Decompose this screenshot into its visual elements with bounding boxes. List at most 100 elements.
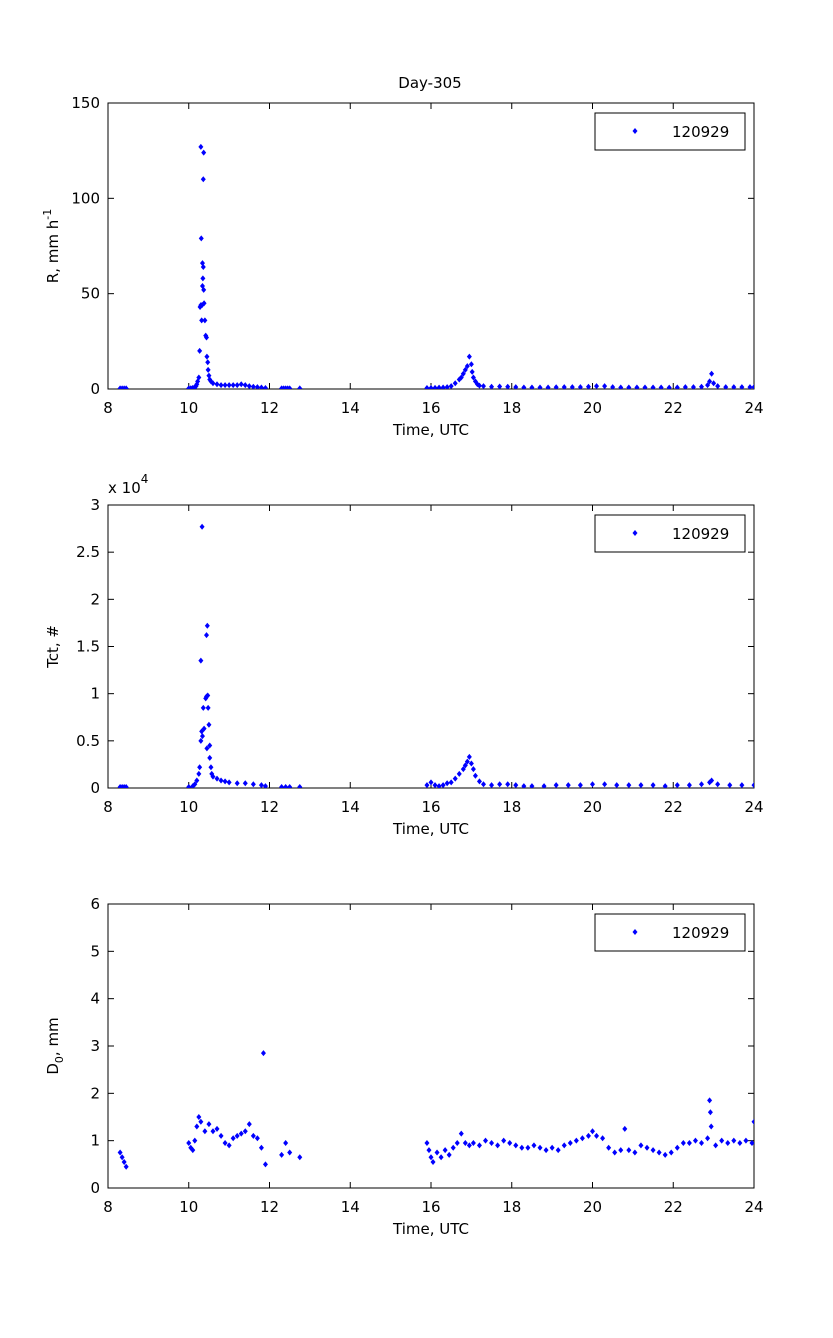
data-point (723, 384, 729, 389)
data-point (444, 780, 450, 787)
data-point (250, 1132, 256, 1139)
data-point (262, 783, 268, 788)
x-tick-label: 24 (744, 798, 763, 816)
data-point (279, 784, 285, 788)
data-point (472, 772, 478, 779)
data-point (117, 1149, 123, 1156)
x-tick-label: 8 (103, 798, 113, 816)
data-point (462, 1140, 468, 1147)
x-tick-label: 10 (179, 798, 198, 816)
y-axis-label: D0, mm (44, 1017, 66, 1074)
x-tick-label: 14 (341, 1198, 360, 1216)
data-point (258, 782, 264, 788)
data-point (545, 384, 551, 389)
axes-box (107, 102, 755, 390)
data-point (565, 782, 571, 788)
data-point (709, 370, 715, 377)
data-point (222, 1140, 228, 1147)
data-point (674, 384, 680, 389)
data-point (462, 762, 468, 769)
x-tick-label: 14 (341, 399, 360, 417)
y-tick-label: 2.5 (76, 543, 100, 561)
x-tick-label: 8 (103, 399, 113, 417)
data-point (739, 384, 745, 389)
data-point (462, 366, 468, 373)
data-point (205, 704, 211, 711)
data-point (680, 1140, 686, 1147)
data-point (519, 1144, 525, 1151)
data-point (690, 384, 696, 389)
y-tick-label: 2 (90, 1084, 100, 1102)
y-tick-label: 6 (90, 895, 100, 913)
data-point (464, 363, 470, 370)
data-point (737, 1140, 743, 1147)
data-point (214, 775, 220, 782)
data-point (594, 383, 600, 389)
data-point (715, 383, 721, 389)
data-point (743, 1137, 749, 1144)
data-point (199, 523, 205, 530)
data-point (210, 1128, 216, 1135)
y-tick-label: 1 (90, 685, 100, 703)
data-point (250, 383, 256, 389)
data-point (194, 1123, 200, 1130)
subplot-rain-rate: 8 10 12 14 16 18 20 22 24 0 50 100 150 Time, UTC R, mm… (41, 94, 764, 439)
data-point (495, 1142, 501, 1149)
data-point (622, 1125, 628, 1132)
data-point (567, 1140, 573, 1147)
x-tick-label: 20 (583, 399, 602, 417)
data-point (489, 1140, 495, 1147)
data-point (470, 374, 476, 381)
data-point (650, 782, 656, 788)
legend-label: 120929 (672, 525, 729, 543)
data-point (452, 775, 458, 782)
x-tick-label: 18 (502, 1198, 521, 1216)
data-point (612, 1149, 618, 1156)
data-point (561, 384, 567, 389)
data-point (662, 1151, 668, 1158)
data-point (198, 1118, 204, 1125)
data-point (468, 760, 474, 767)
data-point (199, 317, 205, 324)
data-point (579, 1135, 585, 1142)
data-point (626, 384, 632, 389)
x-tick-label: 12 (260, 798, 279, 816)
data-point (537, 1144, 543, 1151)
data-point (452, 380, 458, 387)
data-point (258, 1144, 264, 1151)
y-tick-label: 0 (90, 1179, 100, 1197)
data-point (505, 781, 511, 788)
data-point (553, 782, 559, 788)
data-point (190, 1147, 196, 1154)
data-point (254, 384, 260, 389)
data-point (242, 780, 248, 787)
data-point (283, 784, 289, 788)
data-point (428, 1154, 434, 1161)
y-tick-label: 4 (90, 990, 100, 1008)
data-point (432, 384, 438, 389)
data-point (727, 782, 733, 788)
data-point (529, 384, 535, 389)
data-point (543, 1147, 549, 1154)
data-point (204, 334, 210, 341)
data-point (430, 1158, 436, 1165)
data-point (210, 773, 216, 780)
data-point (297, 1154, 303, 1161)
data-point (626, 782, 632, 788)
data-point (650, 1147, 656, 1154)
data-point (197, 347, 203, 354)
data-point (602, 383, 608, 389)
data-point (222, 778, 228, 785)
data-point (279, 1151, 285, 1158)
data-point (555, 1147, 561, 1154)
data-point (489, 782, 495, 788)
legend-box (594, 514, 746, 553)
data-point (428, 779, 434, 786)
data-point (682, 384, 688, 389)
data-point (638, 1142, 644, 1149)
data-point (525, 1144, 531, 1151)
data-point (428, 385, 434, 389)
y-tick-label: 0 (90, 380, 100, 398)
data-point (644, 1144, 650, 1151)
